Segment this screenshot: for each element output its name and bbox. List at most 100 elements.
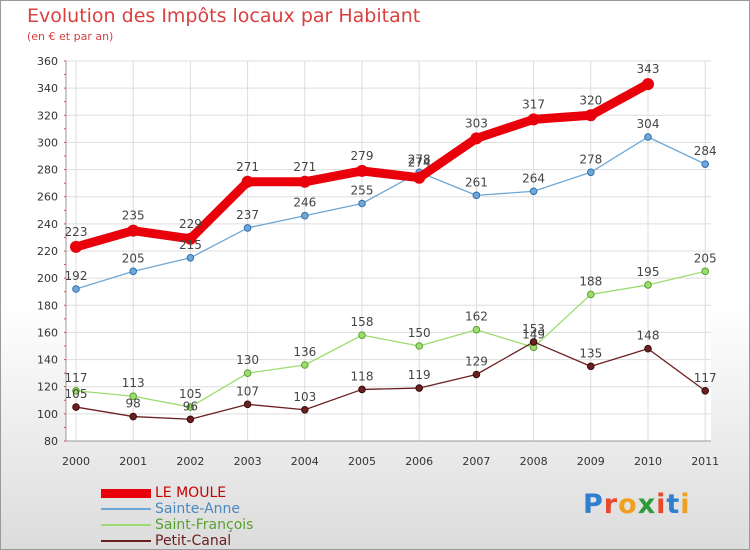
legend-label: Sainte-Anne [155, 501, 241, 517]
data-label: 215 [179, 238, 202, 252]
data-label: 205 [694, 251, 717, 265]
data-point [701, 267, 710, 276]
data-point [70, 240, 82, 253]
data-label: 320 [579, 93, 602, 107]
data-point [356, 164, 368, 177]
y-tick-label: 120 [37, 381, 58, 394]
data-label: 195 [637, 265, 660, 279]
legend-item-petit-canal: Petit-Canal [101, 533, 253, 549]
x-tick-label: 2009 [577, 455, 605, 468]
data-label: 274 [408, 156, 431, 170]
y-tick-label: 260 [37, 191, 58, 204]
data-label: 284 [694, 144, 717, 158]
data-point [72, 403, 80, 411]
y-tick-label: 240 [37, 218, 58, 231]
data-label: 162 [465, 310, 488, 324]
data-point [129, 267, 137, 276]
series-line-sainte-anne [75, 136, 706, 290]
data-label: 103 [293, 390, 316, 404]
legend-label: LE MOULE [155, 485, 227, 501]
data-label: 192 [65, 269, 88, 283]
x-tick-label: 2005 [348, 455, 376, 468]
data-point [186, 415, 195, 424]
y-tick-label: 360 [37, 55, 58, 68]
legend-label: Petit-Canal [155, 533, 232, 549]
data-label: 150 [408, 326, 431, 340]
data-point [415, 384, 424, 392]
data-label: 317 [522, 97, 545, 111]
y-tick-label: 300 [37, 136, 58, 149]
data-point [413, 171, 426, 184]
data-point [529, 338, 538, 346]
y-tick-label: 200 [37, 272, 58, 285]
data-point [644, 133, 652, 141]
chart-legend: LE MOULE Sainte-Anne Saint-François Petit-C… [101, 485, 253, 549]
data-label: 278 [408, 152, 431, 166]
data-label: 148 [637, 329, 660, 343]
data-point [186, 253, 195, 262]
data-point [358, 199, 366, 208]
data-point [186, 403, 195, 411]
x-tick-label: 2002 [176, 455, 204, 468]
data-label: 255 [351, 184, 374, 198]
data-label: 343 [637, 62, 660, 76]
data-label: 130 [236, 353, 259, 367]
data-point [358, 385, 366, 394]
data-point [529, 187, 538, 196]
data-point [184, 232, 197, 245]
data-point [644, 344, 652, 353]
y-tick-label: 340 [37, 82, 58, 95]
data-point [301, 405, 309, 414]
data-point [129, 392, 137, 401]
data-label: 235 [122, 209, 145, 223]
data-label: 158 [351, 315, 374, 329]
data-point [470, 132, 483, 145]
data-label: 96 [183, 399, 198, 413]
data-label: 271 [293, 160, 316, 174]
x-tick-label: 2006 [405, 455, 433, 468]
data-point [72, 386, 80, 395]
data-point [587, 168, 595, 177]
data-label: 135 [579, 346, 602, 360]
data-point [587, 290, 595, 299]
data-label: 279 [351, 149, 374, 163]
data-point [243, 224, 252, 232]
legend-item-le-moule: LE MOULE [101, 485, 253, 501]
series-line-saint-francois [75, 270, 706, 408]
legend-item-saint-francois: Saint-François [101, 517, 253, 533]
data-point [527, 113, 540, 126]
data-point [584, 109, 597, 122]
data-point [243, 369, 252, 377]
data-label: 107 [236, 384, 259, 398]
chart-title: Evolution des Impôts locaux par Habitant [27, 5, 421, 27]
data-label: 304 [637, 117, 660, 131]
x-tick-label: 2000 [62, 455, 90, 468]
data-label: 136 [293, 345, 316, 359]
data-point [701, 386, 710, 395]
data-point [243, 400, 252, 409]
data-label: 261 [465, 175, 488, 189]
data-label: 229 [179, 217, 202, 231]
legend-swatch [101, 508, 151, 510]
data-label: 205 [122, 251, 145, 265]
legend-swatch [101, 524, 151, 526]
data-point [72, 285, 80, 293]
y-tick-label: 280 [37, 164, 58, 177]
y-tick-label: 160 [37, 326, 58, 339]
y-tick-label: 140 [37, 354, 58, 367]
data-label: 117 [65, 371, 88, 385]
data-label: 223 [65, 225, 88, 239]
data-label: 246 [293, 196, 316, 210]
y-tick-label: 220 [37, 245, 58, 258]
data-label: 98 [126, 397, 141, 411]
data-label: 149 [522, 327, 545, 341]
chart-subtitle: (en € et par an) [27, 30, 114, 43]
data-label: 118 [351, 369, 374, 383]
data-point [298, 175, 311, 188]
y-tick-label: 100 [37, 408, 58, 421]
data-label: 278 [579, 152, 602, 166]
data-label: 264 [522, 171, 545, 185]
data-label: 303 [465, 116, 488, 130]
data-point [241, 175, 254, 188]
